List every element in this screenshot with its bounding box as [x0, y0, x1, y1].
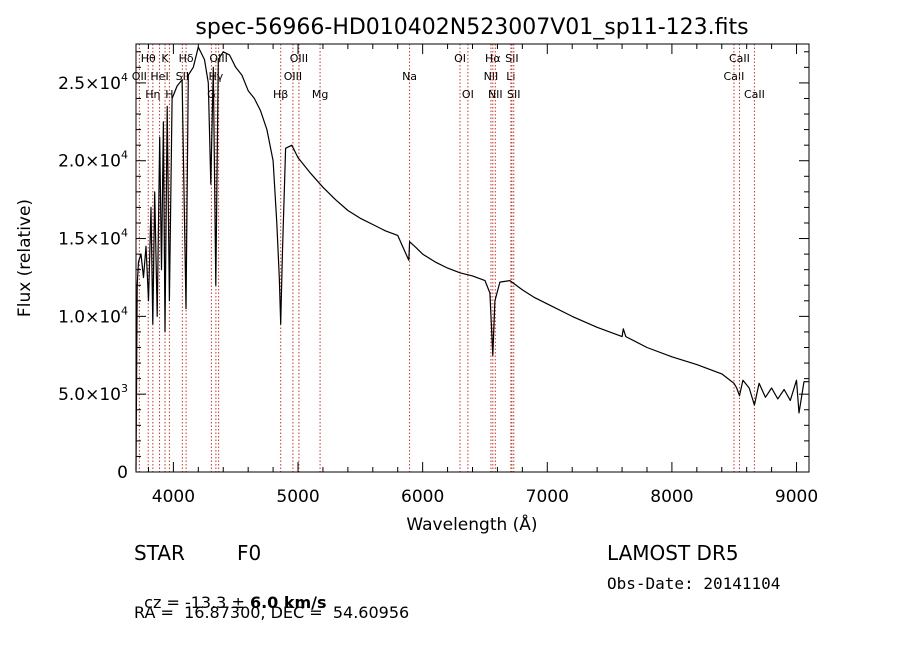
line-label-25: CaII [729, 52, 750, 65]
line-label-7: Hδ [179, 52, 194, 65]
line-label-16: OI [454, 52, 466, 65]
cz-pm: ± [226, 593, 250, 612]
spectral-line-markers: OIIHθHηHeIKHSIIHδGHγOIIIHβOIIIOIIIMgNaOI… [132, 44, 765, 472]
survey-name: LAMOST DR5 [607, 541, 739, 565]
line-label-4: K [161, 52, 169, 65]
ra-dec: RA = 16.87300, DEC = 54.60956 [134, 603, 410, 622]
cz-value: -13.3 [184, 593, 227, 612]
line-label-11: Hβ [273, 88, 288, 101]
x-axis: 4000 5000 6000 7000 8000 9000 [147, 44, 818, 507]
x-tick-label: 9000 [775, 487, 818, 507]
line-label-5: H [165, 88, 173, 101]
y-axis: 0 5.0×103 1.0×104 1.5×104 2.0×104 2.5×104 [58, 51, 809, 483]
x-tick-label: 4000 [152, 487, 195, 507]
line-label-2: Hη [145, 88, 160, 101]
y-tick-label: 5.0×103 [58, 382, 128, 405]
line-label-8: G [207, 88, 216, 101]
x-tick-label: 7000 [526, 487, 569, 507]
x-tick-label: 5000 [276, 487, 319, 507]
y-tick-label: 1.0×104 [58, 304, 128, 327]
y-tick-label: 1.5×104 [58, 227, 128, 250]
line-label-0: OII [132, 70, 147, 83]
line-label-9: Hγ [208, 70, 223, 83]
line-label-1: Hθ [141, 52, 156, 65]
line-label-26: CaII [744, 88, 765, 101]
y-axis-label: Flux (relative) [15, 199, 35, 317]
line-label-23: SII [507, 88, 520, 101]
y-tick-label: 0 [117, 463, 128, 483]
y-tick-label: 2.0×104 [58, 149, 128, 172]
line-label-21: Li [506, 70, 515, 83]
object-subclass: F0 [237, 541, 262, 565]
cz-error: 6.0 [249, 593, 279, 612]
y-tick-label: 2.5×104 [58, 71, 128, 94]
chart-title: spec-56966-HD010402N523007V01_sp11-123.f… [195, 15, 748, 40]
line-label-3: HeI [150, 70, 168, 83]
plot-frame [135, 43, 810, 473]
x-tick-label: 6000 [401, 487, 444, 507]
observation-date: Obs-Date: 20141104 [607, 574, 781, 593]
line-label-17: OI [462, 88, 474, 101]
x-axis-label: Wavelength (Å) [406, 513, 537, 535]
line-label-13: OIII [290, 52, 308, 65]
line-label-14: Mg [312, 88, 328, 101]
x-tick-label: 8000 [650, 487, 693, 507]
line-label-15: Na [402, 70, 417, 83]
cz-unit: km/s [278, 593, 327, 612]
flux-series [135, 46, 809, 471]
line-label-12: OIII [284, 70, 302, 83]
line-label-19: Hα [485, 52, 501, 65]
cz-label: cz = [144, 593, 185, 612]
line-label-18: NII [484, 70, 499, 83]
line-label-20: NII [488, 88, 503, 101]
object-class: STAR [134, 541, 185, 565]
redshift-line: cz = -13.3 ± 6.0 km/s [134, 574, 327, 612]
line-label-24: CaII [724, 70, 745, 83]
series-line-0 [135, 46, 809, 471]
line-label-22: SII [505, 52, 518, 65]
